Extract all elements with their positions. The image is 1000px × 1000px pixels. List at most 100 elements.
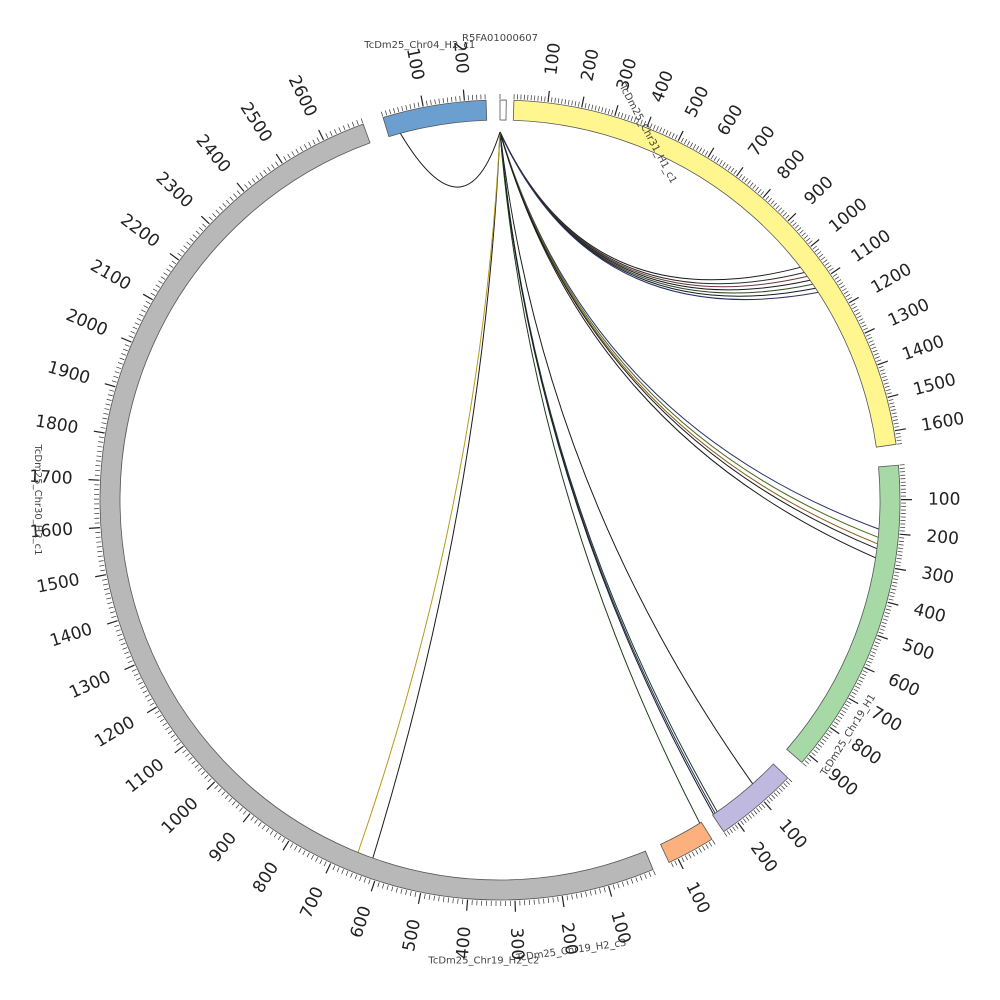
minor-tick: [566, 895, 569, 901]
minor-tick: [171, 260, 177, 265]
major-tick: [887, 601, 899, 606]
major-tick: [864, 666, 875, 673]
minor-tick: [640, 119, 643, 125]
minor-tick: [425, 100, 428, 106]
minor-tick: [840, 285, 845, 289]
major-tick: [646, 116, 652, 128]
minor-tick: [716, 158, 720, 163]
minor-tick: [713, 156, 717, 162]
minor-tick: [705, 843, 709, 849]
minor-tick: [880, 372, 886, 375]
minor-tick: [306, 852, 310, 858]
link-TcDm25_Chr19_H1-190: [499, 131, 880, 530]
minor-tick: [109, 611, 115, 614]
tick-label: 1800: [34, 411, 80, 438]
minor-tick: [231, 801, 236, 806]
tick-label: 1600: [29, 520, 74, 543]
tick-label: 800: [773, 146, 809, 184]
minor-tick: [771, 794, 776, 799]
minor-tick: [816, 251, 822, 255]
minor-tick: [136, 318, 142, 321]
minor-tick: [871, 346, 877, 350]
minor-tick: [875, 356, 880, 359]
minor-tick: [744, 178, 749, 183]
minor-tick: [812, 245, 817, 250]
minor-tick: [334, 129, 337, 135]
minor-tick: [872, 648, 878, 651]
minor-tick: [162, 722, 167, 727]
minor-tick: [880, 625, 886, 628]
minor-tick: [302, 850, 306, 856]
minor-tick: [299, 146, 303, 152]
minor-tick: [639, 875, 643, 881]
minor-tick: [801, 232, 806, 237]
minor-tick: [833, 721, 839, 725]
minor-tick: [607, 108, 610, 114]
minor-tick: [393, 108, 396, 114]
minor-tick: [543, 898, 545, 904]
minor-tick: [271, 164, 275, 169]
major-tick: [142, 293, 153, 301]
minor-tick: [128, 335, 134, 339]
minor-tick: [168, 264, 174, 268]
minor-tick: [781, 785, 786, 790]
minor-tick: [868, 340, 874, 343]
minor-tick: [176, 742, 181, 746]
tick-label: 400: [453, 926, 476, 960]
minor-tick: [149, 702, 155, 706]
minor-tick: [315, 857, 319, 862]
minor-tick: [806, 237, 811, 242]
minor-tick: [202, 223, 207, 228]
minor-tick: [894, 426, 900, 428]
tick-label: 300: [920, 563, 955, 588]
minor-tick: [855, 312, 861, 316]
minor-tick: [290, 843, 294, 848]
minor-tick: [554, 97, 556, 103]
minor-tick: [571, 100, 573, 106]
minor-tick: [874, 641, 880, 644]
minor-tick: [342, 125, 346, 131]
minor-tick: [386, 885, 389, 891]
major-tick: [95, 574, 107, 578]
minor-tick: [879, 628, 885, 631]
minor-tick: [104, 408, 110, 411]
minor-tick: [808, 240, 813, 245]
minor-tick: [668, 131, 672, 137]
minor-tick: [776, 790, 781, 795]
minor-tick: [329, 131, 333, 136]
minor-tick: [778, 207, 783, 212]
minor-tick: [886, 392, 892, 395]
minor-tick: [131, 669, 137, 672]
ideogram-TcDm25_Chr19_H1: [786, 464, 901, 763]
minor-tick: [722, 162, 726, 167]
minor-tick: [799, 229, 804, 234]
minor-tick: [350, 872, 353, 878]
minor-tick: [612, 884, 615, 890]
minor-tick: [575, 893, 578, 899]
minor-tick: [723, 832, 728, 837]
tick-label: 400: [911, 600, 947, 628]
major-tick: [106, 620, 118, 625]
minor-tick: [98, 441, 104, 443]
major-tick: [608, 885, 613, 897]
link-TcDm25_Chr31_H1_c1-1125: [499, 131, 819, 300]
minor-tick: [892, 419, 899, 421]
minor-tick: [708, 841, 713, 847]
major-tick: [762, 188, 771, 198]
minor-tick: [644, 873, 647, 879]
minor-tick: [263, 169, 267, 175]
minor-tick: [122, 647, 128, 650]
tick-label: 1500: [911, 370, 958, 400]
minor-tick: [693, 144, 697, 149]
minor-tick: [828, 730, 833, 734]
minor-tick: [826, 265, 832, 269]
minor-tick: [690, 142, 694, 148]
minor-tick: [680, 137, 684, 143]
minor-tick: [214, 784, 219, 790]
link-TcDm25_Chr19_H2_c3-232: [499, 131, 718, 813]
minor-tick: [332, 865, 336, 871]
minor-tick: [97, 446, 103, 448]
minor-tick: [599, 888, 602, 894]
minor-tick: [455, 96, 457, 102]
tick-label: 900: [800, 172, 837, 209]
